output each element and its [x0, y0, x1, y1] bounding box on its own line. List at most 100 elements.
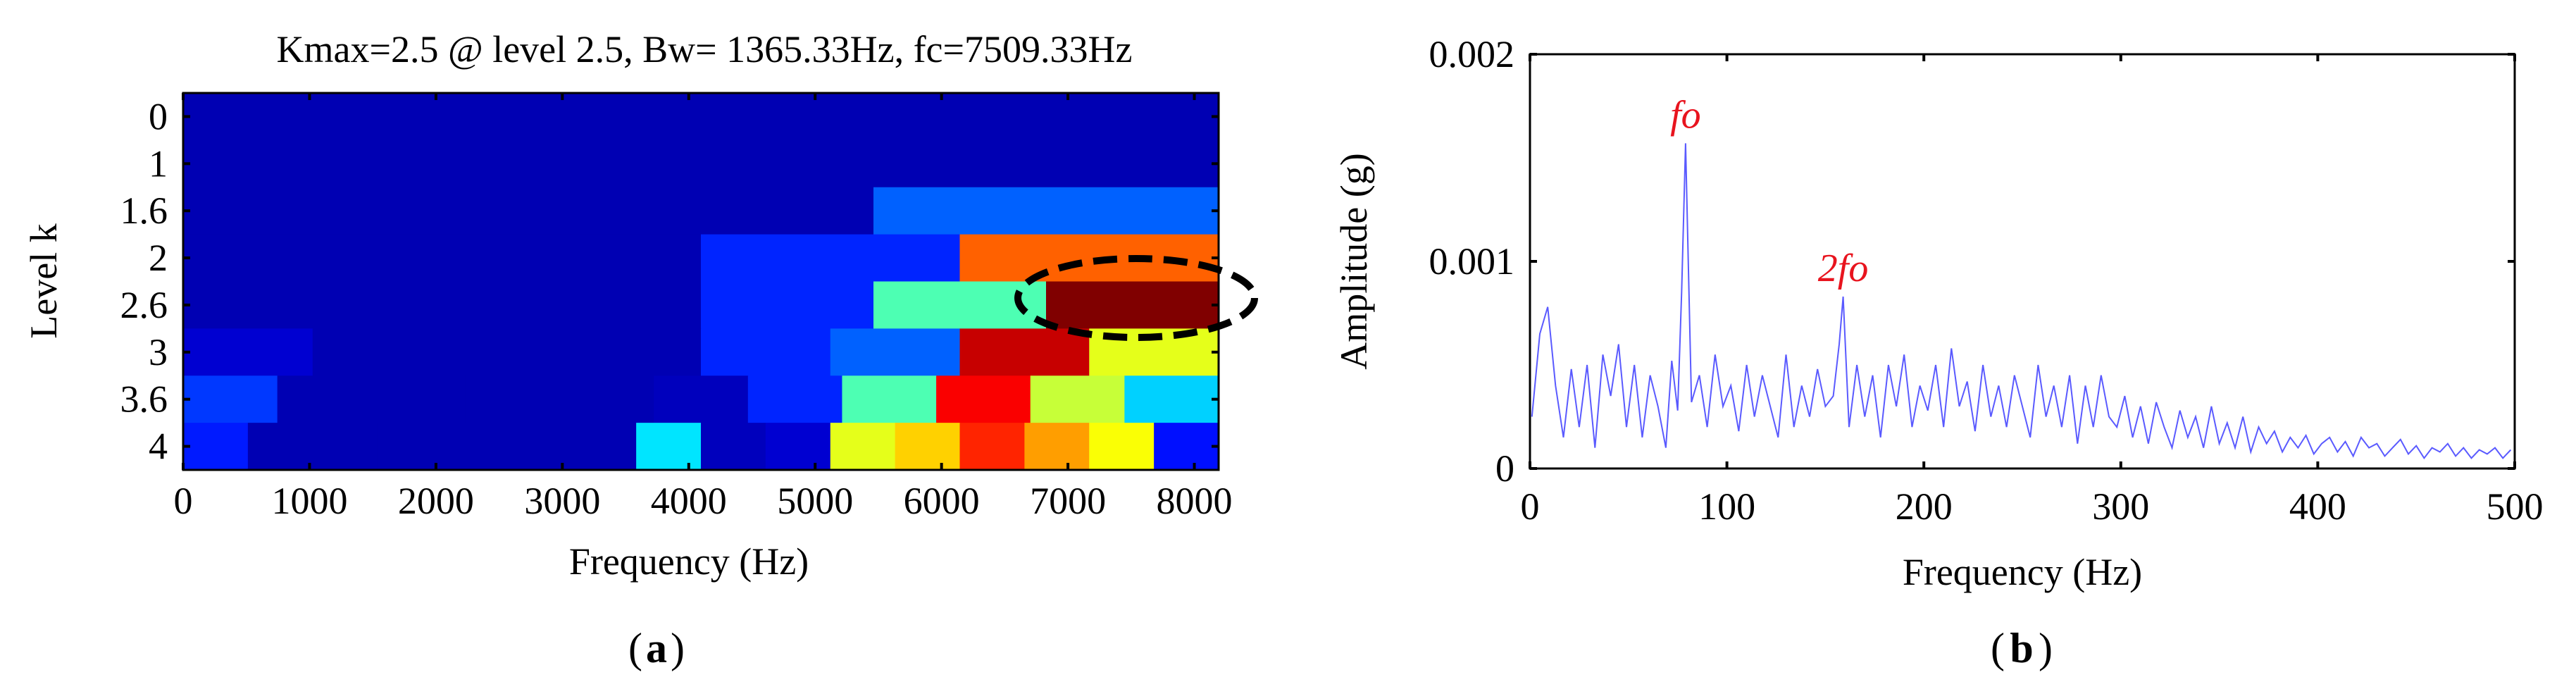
heatmap-cell	[183, 423, 249, 471]
heatmap-cell	[842, 375, 937, 423]
heatmap-x-tick-label: 7000	[1030, 480, 1106, 522]
heatmap-y-tick-label: 3	[149, 331, 168, 373]
spectrum-x-ticks: 0 100 200 300 400 500	[1521, 54, 2544, 528]
heatmap-x-tick-label: 6000	[904, 480, 980, 522]
heatmap-cell	[654, 375, 749, 423]
heatmap-cell	[936, 375, 1031, 423]
heatmap-plot-frame	[182, 92, 1220, 471]
heatmap-cell	[959, 423, 1025, 471]
heatmap-cell	[183, 93, 1219, 141]
heatmap-cell	[377, 423, 443, 471]
heatmap-cell	[701, 139, 1219, 188]
heatmap-y-tick-label: 2.6	[120, 284, 168, 326]
spectrum-y-label: Amplitude (g)	[1333, 153, 1375, 369]
kurtogram-y-label: Level k	[23, 223, 65, 338]
spectrum-y-tick-label: 0.001	[1429, 240, 1515, 283]
kurtogram-panel: Kmax=2.5 @ level 2.5, Bw= 1365.33Hz, fc=…	[23, 28, 1258, 671]
heatmap-cell	[559, 375, 654, 423]
heatmap-cell	[701, 328, 831, 376]
heatmap-cell	[1046, 281, 1219, 329]
heatmap-cell	[1024, 423, 1090, 471]
heatmap-cell	[895, 423, 961, 471]
spectrum-x-tick-label: 200	[1896, 485, 1953, 528]
spectrum-y-tick-label: 0.002	[1429, 33, 1515, 75]
heatmap-cell	[183, 375, 278, 423]
heatmap-cell	[1030, 375, 1125, 423]
max-kurtosis-ellipse	[1014, 255, 1258, 341]
heatmap-cell	[1124, 375, 1219, 423]
panel-label-b: ( b )	[1991, 625, 2053, 671]
heatmap-cell	[183, 187, 529, 235]
svg-text:(: (	[628, 625, 642, 671]
heatmap-x-tick-label: 5000	[777, 480, 853, 522]
heatmap-x-tick-label: 8000	[1157, 480, 1233, 522]
heatmap-cell	[528, 187, 874, 235]
heatmap-y-tick-label: 4	[149, 426, 168, 468]
heatmap-cell	[747, 375, 843, 423]
heatmap-cell	[765, 423, 831, 471]
heatmap-cell	[1154, 423, 1219, 471]
svg-text:(: (	[1991, 625, 2005, 671]
kurtogram-x-label: Frequency (Hz)	[569, 540, 809, 583]
heatmap-x-tick-label: 4000	[651, 480, 727, 522]
heatmap-y-tick-label: 2	[149, 237, 168, 279]
spectrum-x-tick-label: 100	[1698, 485, 1755, 528]
heatmap-cell	[571, 423, 637, 471]
heatmap-x-ticks: 0 1000 2000 3000 4000 5000 6000 7000 8000	[174, 93, 1233, 522]
heatmap-y-ticks: 0 1 1.6 2 2.6 3 3.6 4	[120, 95, 1219, 468]
heatmap-cell	[701, 281, 874, 329]
heatmap-cell	[277, 375, 372, 423]
spectrum-x-tick-label: 500	[2487, 485, 2544, 528]
spectrum-line	[1531, 143, 2512, 460]
panel-label-a-letter: a	[646, 625, 667, 671]
spectrum-y-tick-label: 0	[1495, 447, 1514, 490]
heatmap-y-tick-label: 3.6	[120, 378, 168, 421]
heatmap-cells	[183, 93, 1219, 471]
heatmap-cell	[442, 328, 572, 376]
spectrum-x-tick-label: 400	[2289, 485, 2346, 528]
heatmap-cell	[1089, 423, 1155, 471]
heatmap-cell	[312, 328, 443, 376]
heatmap-cell	[830, 328, 961, 376]
heatmap-cell	[465, 375, 561, 423]
spectrum-annotations: fo 2fo	[1670, 93, 1868, 290]
spectrum-x-label: Frequency (Hz)	[1903, 551, 2142, 593]
heatmap-x-tick-label: 0	[174, 480, 193, 522]
heatmap-cell	[701, 423, 766, 471]
heatmap-x-tick-label: 3000	[524, 480, 600, 522]
svg-text:): )	[671, 625, 685, 671]
heatmap-x-tick-label: 1000	[271, 480, 347, 522]
heatmap-cell	[442, 423, 507, 471]
peak-annotation: 2fo	[1818, 247, 1869, 290]
peak-annotation: fo	[1670, 93, 1701, 137]
panel-label-b-letter: b	[2010, 625, 2033, 671]
heatmap-cell	[442, 234, 702, 283]
spectrum-y-ticks: 0 0.001 0.002	[1429, 33, 2515, 490]
heatmap-y-tick-label: 1.6	[120, 190, 168, 232]
spectrum-panel: 0 100 200 300 400 500 0 0.001 0.002 fo 2fo Frequ…	[1333, 33, 2544, 671]
heatmap-cell	[701, 234, 961, 283]
heatmap-cell	[873, 187, 1219, 235]
heatmap-cell	[959, 328, 1090, 376]
heatmap-cell	[830, 423, 896, 471]
svg-text:): )	[2039, 625, 2053, 671]
heatmap-cell	[183, 281, 356, 329]
heatmap-cell	[571, 328, 702, 376]
heatmap-y-tick-label: 0	[149, 95, 168, 137]
kurtogram-title: Kmax=2.5 @ level 2.5, Bw= 1365.33Hz, fc=…	[277, 28, 1133, 70]
heatmap-cell	[528, 281, 702, 329]
heatmap-cell	[312, 423, 378, 471]
heatmap-y-tick-label: 1	[149, 142, 168, 185]
spectrum-x-tick-label: 0	[1521, 485, 1540, 528]
heatmap-cell	[506, 423, 572, 471]
heatmap-cell	[371, 375, 466, 423]
heatmap-cell	[636, 423, 702, 471]
heatmap-cell	[183, 328, 313, 376]
heatmap-cell	[247, 423, 313, 471]
heatmap-cell	[183, 139, 702, 188]
spectrum-x-tick-label: 300	[2092, 485, 2149, 528]
heatmap-x-tick-label: 2000	[398, 480, 474, 522]
heatmap-cell	[183, 234, 443, 283]
panel-label-a: ( a )	[628, 625, 685, 671]
